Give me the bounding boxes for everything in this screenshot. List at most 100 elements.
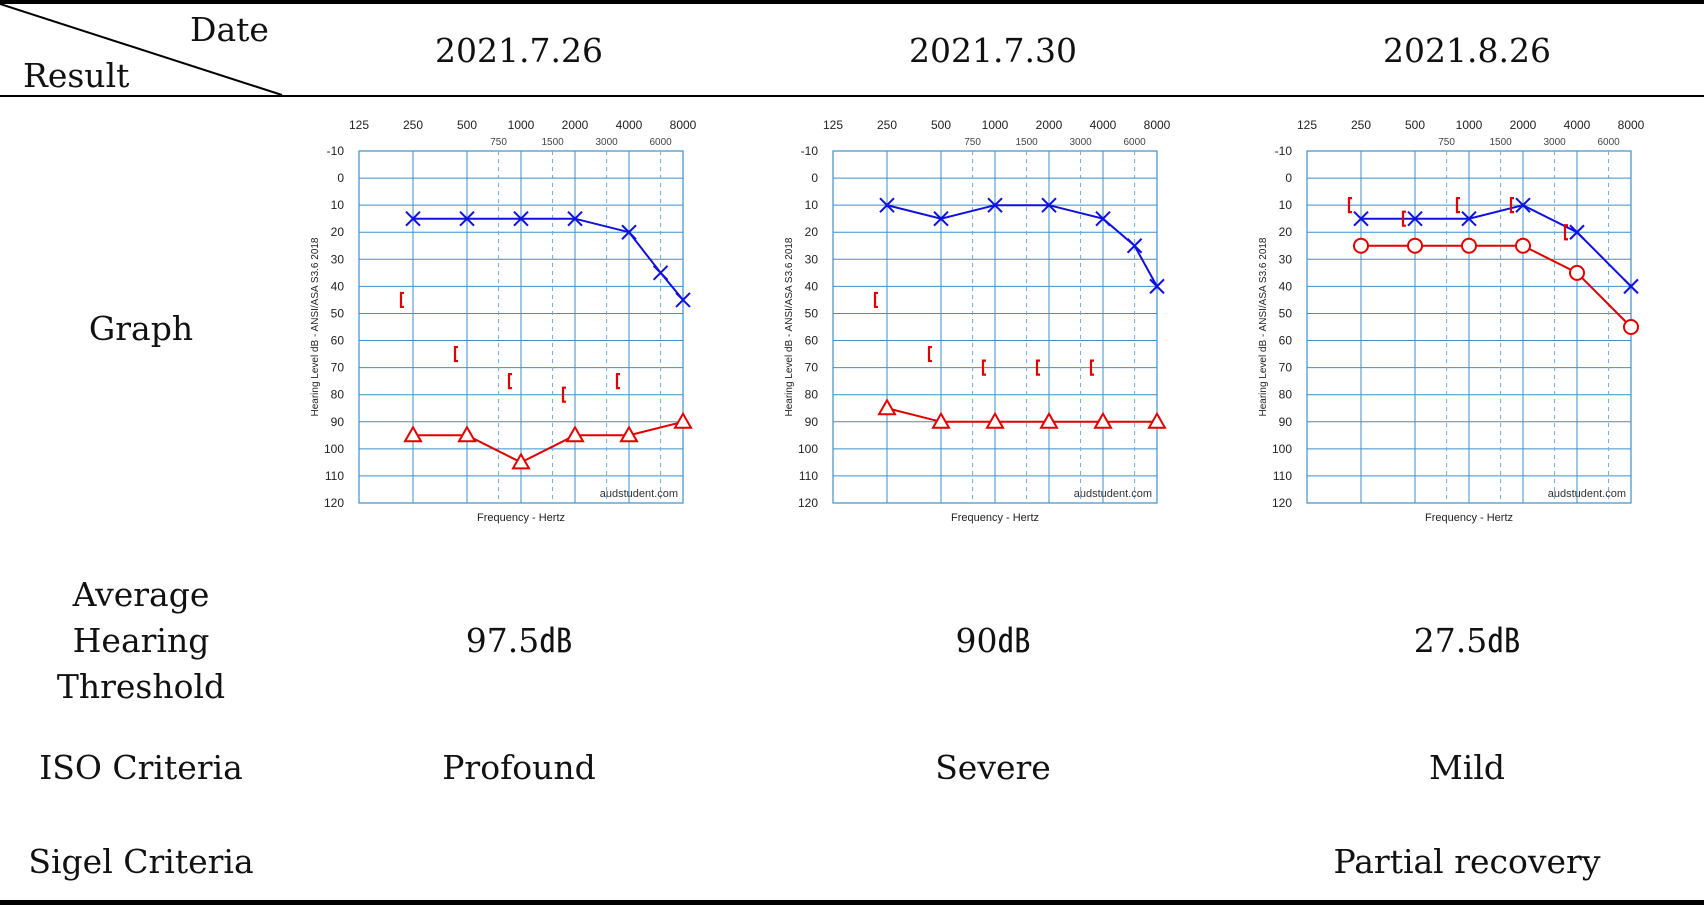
x-tick-label: 4000 — [1090, 118, 1117, 132]
data-point-triangle-marker — [1093, 411, 1113, 429]
data-point-x-marker — [675, 292, 691, 308]
top-rule — [0, 0, 1704, 4]
audiogram-2: -10 0 10 20 30 40 50 60 70 80 90 100 110 120 125 250 500… — [778, 114, 1208, 526]
data-point-circle-marker — [1569, 264, 1585, 281]
sigel-value-3: Partial recovery — [1333, 842, 1601, 881]
header-diagonal — [0, 3, 283, 96]
series-line-triangle — [886, 407, 1157, 423]
audiogram-3-svg: -10 0 10 20 30 40 50 60 70 80 90 100 110 120 125 250 500… — [1258, 118, 1645, 524]
iso-row-label: ISO Criteria — [39, 748, 243, 787]
x-tick-label: 500 — [457, 118, 477, 132]
y-tick-label: 40 — [805, 279, 819, 293]
average-row-label-line-3: Threshold — [56, 667, 226, 706]
x-tick-label: 2000 — [562, 118, 589, 132]
data-point-bracket-marker — [561, 386, 566, 403]
data-point-x-marker — [1126, 238, 1143, 254]
iso-value-2: Severe — [935, 748, 1051, 787]
y-tick-label: 120 — [798, 496, 818, 510]
x-minor-tick-label: 3000 — [1069, 137, 1092, 148]
y-tick-label: 80 — [331, 388, 345, 402]
y-tick-label: 10 — [1279, 198, 1293, 212]
x-tick-label: 250 — [877, 118, 897, 132]
data-point-bracket-marker — [981, 359, 986, 376]
x-minor-tick-label: 6000 — [1123, 137, 1146, 148]
y-tick-label: 30 — [331, 252, 345, 266]
y-tick-label: 100 — [324, 442, 344, 456]
data-point-x-marker — [1041, 197, 1057, 213]
x-tick-label: 2000 — [1510, 118, 1537, 132]
iso-value-1: Profound — [442, 748, 596, 787]
data-point-x-marker — [933, 210, 949, 227]
x-tick-label: 125 — [823, 118, 843, 132]
x-tick-label: 1000 — [982, 118, 1009, 132]
watermark: audstudent.com — [1074, 488, 1152, 500]
x-minor-tick-label: 750 — [490, 137, 507, 148]
x-tick-label: 4000 — [1564, 118, 1591, 132]
x-minor-tick-label: 750 — [1438, 137, 1455, 148]
x-minor-tick-label: 6000 — [1597, 137, 1620, 148]
watermark: audstudent.com — [1548, 488, 1626, 500]
average-row-label-line-2: Hearing — [72, 621, 210, 660]
y-tick-label: 110 — [1273, 469, 1292, 483]
data-point-x-marker — [1353, 210, 1369, 227]
y-tick-label: 30 — [805, 252, 819, 266]
data-point-circle-marker — [1407, 237, 1423, 254]
graph-row-label: Graph — [88, 309, 194, 348]
x-tick-label: 250 — [1351, 118, 1371, 132]
date-column-2: 2021.7.30 — [909, 31, 1077, 70]
average-row-label-line-1: Average — [72, 575, 210, 614]
data-point-x-marker — [567, 210, 583, 227]
y-tick-label: 50 — [805, 306, 819, 320]
data-point-circle-marker — [1353, 237, 1369, 254]
y-tick-label: 20 — [331, 225, 345, 239]
y-tick-label: 80 — [1279, 388, 1293, 402]
data-point-x-marker — [621, 224, 637, 240]
data-point-bracket-marker — [1347, 197, 1352, 214]
y-tick-label: 90 — [805, 415, 819, 429]
x-tick-label: 1000 — [508, 118, 535, 132]
data-point-bracket-marker — [1035, 359, 1040, 376]
header-rule — [0, 95, 1704, 97]
sigel-row-label: Sigel Criteria — [28, 842, 254, 881]
y-tick-label: 10 — [331, 198, 345, 212]
data-point-bracket-marker — [399, 291, 404, 309]
y-tick-label: -10 — [801, 144, 819, 158]
x-tick-label: 8000 — [670, 118, 697, 132]
result-label: Result — [23, 56, 130, 95]
y-tick-label: 80 — [805, 388, 819, 402]
average-value-3: 27.5㏈ — [1413, 621, 1521, 660]
x-tick-label: 500 — [931, 118, 951, 132]
data-point-x-marker — [1623, 278, 1639, 295]
y-tick-label: 100 — [798, 442, 818, 456]
data-point-triangle-marker — [457, 425, 477, 443]
x-axis-label: Frequency - Hertz — [1425, 512, 1513, 524]
y-tick-label: 0 — [1285, 171, 1292, 185]
series-line-circle — [1361, 244, 1632, 328]
data-point-triangle-marker — [673, 411, 693, 429]
data-point-triangle-marker — [931, 411, 951, 429]
y-tick-label: 90 — [1279, 415, 1293, 429]
data-point-x-marker — [879, 197, 895, 213]
date-column-1: 2021.7.26 — [435, 31, 603, 70]
data-point-x-marker — [987, 197, 1003, 213]
data-point-bracket-marker — [1089, 359, 1094, 376]
x-minor-tick-label: 1500 — [1489, 137, 1512, 148]
series-line-triangle — [413, 420, 684, 464]
data-point-bracket-marker — [1401, 210, 1406, 227]
y-tick-label: 110 — [325, 469, 344, 483]
average-value-2: 90㏈ — [955, 621, 1031, 660]
y-tick-label: 100 — [1272, 442, 1292, 456]
y-tick-label: 20 — [1279, 225, 1293, 239]
watermark: audstudent.com — [600, 488, 678, 500]
data-point-triangle-marker — [511, 452, 531, 470]
x-tick-label: 4000 — [616, 118, 643, 132]
data-point-triangle-marker — [403, 425, 423, 443]
data-point-circle-marker — [1461, 237, 1477, 254]
data-point-bracket-marker — [927, 345, 932, 363]
x-minor-tick-label: 1500 — [541, 137, 564, 148]
x-tick-label: 500 — [1405, 118, 1425, 132]
data-point-x-marker — [1515, 197, 1531, 213]
y-tick-label: 70 — [805, 361, 819, 375]
y-tick-label: 70 — [331, 361, 345, 375]
data-point-x-marker — [459, 210, 475, 227]
